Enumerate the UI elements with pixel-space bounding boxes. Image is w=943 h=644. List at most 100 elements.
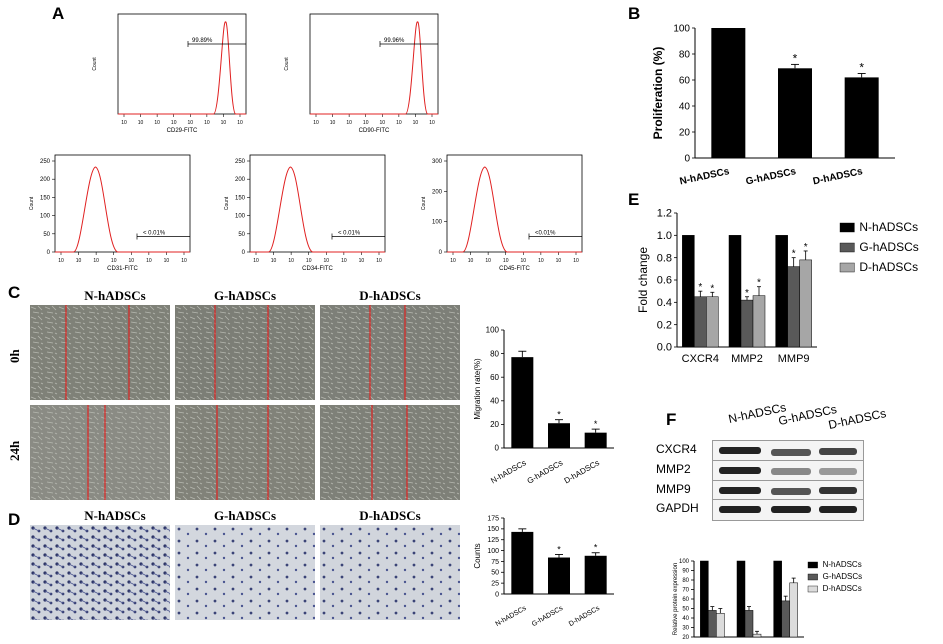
x-tick-label: 10: [111, 258, 117, 264]
x-tick-label: 10: [306, 258, 312, 264]
significance-mark: *: [710, 283, 714, 294]
histogram-curve: [118, 21, 246, 115]
y-tick-label: 20: [490, 420, 499, 429]
y-tick-label: 60: [679, 75, 691, 86]
col-label-g: G-hADSCs: [213, 288, 277, 303]
bar: [548, 423, 570, 448]
x-tick-label: 10: [429, 120, 435, 126]
legend-entry: G-hADSCs: [859, 240, 918, 254]
bar: [799, 259, 812, 348]
fold-change-chart: 0.0 0.2 0.4 0.6 0.8 1.0 1.2 Fold change * * CXCR4 *…: [636, 208, 919, 365]
y-tick-label: 125: [487, 537, 499, 544]
y-tick-label: 40: [490, 396, 499, 405]
bar: [584, 555, 607, 594]
y-tick-label: 100: [679, 559, 690, 565]
category-label: D-hADSCs: [563, 458, 601, 485]
flow-cytometry-panel: 100101102103104105106107CountCD29-FITC99…: [29, 13, 583, 272]
bar: [752, 633, 762, 638]
x-tick-label: 10: [376, 258, 382, 264]
y-tick-label: 80: [490, 349, 499, 358]
y-tick-label: 100: [40, 214, 51, 220]
y-tick-label: 150: [487, 526, 499, 533]
panel-letter-d: D: [8, 510, 21, 529]
legend-swatch: [839, 242, 855, 253]
x-tick-label: 10: [253, 258, 259, 264]
y-tick-label: 75: [491, 559, 499, 566]
y-tick-label: 1.0: [657, 230, 672, 242]
category-label: D-hADSCs: [812, 166, 864, 187]
x-tick-label: 10: [146, 258, 152, 264]
legend-entry: D-hADSCs: [859, 260, 918, 274]
y-axis-label: Migration rate(%): [473, 358, 482, 420]
blot-row-mmp2: [712, 460, 864, 482]
y-tick-label: 100: [235, 214, 246, 220]
histogram-curve: [55, 166, 190, 253]
y-tick-label: 50: [43, 232, 50, 238]
panel-letter-b: B: [628, 4, 641, 23]
histogram-frame: [54, 154, 191, 253]
y-tick-label: 300: [432, 159, 443, 165]
legend-swatch: [839, 262, 855, 273]
y-tick-label: 60: [490, 373, 499, 382]
y-axis-label: Proliferation (%): [651, 47, 665, 140]
bar: [789, 582, 798, 638]
x-tick-label: 10: [341, 258, 347, 264]
y-tick-label: 0: [242, 250, 246, 256]
blot-label-gapdh: GAPDH: [656, 501, 699, 515]
blot-label-cxcr4: CXCR4: [656, 442, 697, 456]
y-tick-label: 20: [679, 127, 691, 138]
x-tick-label: 10: [538, 258, 544, 264]
legend-entry: G-hADSCs: [823, 572, 863, 581]
panel-letter-a: A: [52, 4, 65, 23]
y-tick-label: 250: [40, 159, 51, 165]
bar: [752, 295, 766, 348]
bar: [740, 299, 754, 348]
x-axis-label: CD31-FITC: [107, 266, 138, 272]
x-tick-label: 10: [521, 258, 527, 264]
x-tick-label: 10: [359, 258, 365, 264]
x-tick-label: 10: [164, 258, 170, 264]
significance-mark: *: [793, 51, 798, 65]
x-axis-label: CD34-FITC: [302, 266, 333, 272]
col-label-d: D-hADSCs: [359, 288, 421, 303]
y-tick-label: 100: [487, 548, 499, 555]
y-tick-label: 60: [682, 597, 689, 603]
y-tick-label: 150: [235, 195, 246, 201]
y-tick-label: 80: [679, 49, 691, 60]
significance-mark: *: [757, 278, 761, 289]
x-tick-label: 10: [181, 258, 187, 264]
bar: [584, 432, 607, 448]
blot-row-mmp9: [712, 480, 864, 502]
y-tick-label: 90: [682, 569, 689, 575]
y-tick-label: 100: [432, 220, 443, 226]
y-tick-label: 0.8: [657, 252, 672, 264]
category-label: N-hADSCs: [495, 605, 529, 628]
x-tick-label: 10: [363, 120, 369, 126]
migration-rate-chart: 0 20 40 60 80 100 Migration rate(%) N-hADSCs * G-…: [473, 326, 614, 486]
bar: [844, 77, 879, 158]
x-tick-label: 10: [171, 120, 177, 126]
y-tick-label: 30: [682, 626, 689, 632]
significance-mark: *: [698, 282, 702, 293]
y-tick-label: 0: [47, 250, 51, 256]
x-tick-label: 10: [154, 120, 160, 126]
y-tick-label: 50: [682, 607, 689, 613]
counts-chart: 0 25 50 75 100 125 150 175 Counts N-hADSCs * G-hADS…: [473, 515, 614, 629]
x-tick-label: 10: [330, 120, 336, 126]
y-tick-label: 0.4: [657, 297, 672, 309]
category-label: G-hADSCs: [531, 605, 565, 629]
y-tick-label: 25: [491, 580, 499, 587]
x-tick-label: 10: [324, 258, 330, 264]
y-axis-label: Fold change: [636, 247, 650, 313]
bar: [706, 296, 719, 348]
y-axis-label: Count: [224, 196, 230, 210]
category-label: CXCR4: [682, 353, 719, 365]
scratch-image-n-24h: [30, 405, 170, 500]
scratch-image-d-24h: [320, 405, 460, 500]
col-label-d-d: D-hADSCs: [359, 508, 421, 523]
bar: [694, 296, 707, 348]
col-label-n-d: N-hADSCs: [84, 508, 146, 523]
y-tick-label: 20: [682, 635, 689, 641]
panel-letter-c: C: [8, 283, 21, 302]
